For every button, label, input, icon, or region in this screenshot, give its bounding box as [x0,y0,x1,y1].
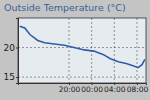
line [20,26,145,67]
x-tick-label: 00:00 [81,85,103,94]
grid-line [18,77,146,78]
y-tick: 20 [4,43,18,53]
y-tick-mark [16,77,18,78]
y-tick-label: 15 [4,72,15,82]
x-tick-label: 20:00 [59,85,81,94]
x-tick: 20:00 [59,83,81,94]
y-axis-line [16,19,19,84]
y-tick-mark [16,48,18,49]
chart: Outside Temperature (°C)152020:0000:0004… [0,0,150,100]
y-tick-label: 20 [4,43,16,53]
grid-line [68,18,69,83]
y-axis: 1520 [4,19,19,84]
x-tick: 08:00 [127,83,149,94]
plot-area [18,18,146,83]
title: Outside Temperature (°C) [4,2,126,13]
y-tick: 15 [4,72,18,82]
x-tick-label: 04:00 [104,85,126,94]
plot-frame [18,18,146,83]
background [0,0,150,100]
x-axis: 20:0000:0004:0008:00 [19,83,149,94]
x-tick: 00:00 [81,83,103,94]
x-tick: 04:00 [104,83,126,94]
marks [20,26,145,67]
grid-line [18,47,146,48]
grid-line [114,18,115,83]
plot: 152020:0000:0004:0008:00 [4,18,149,94]
x-tick-label: 08:00 [127,85,149,94]
grid-line [136,18,137,83]
